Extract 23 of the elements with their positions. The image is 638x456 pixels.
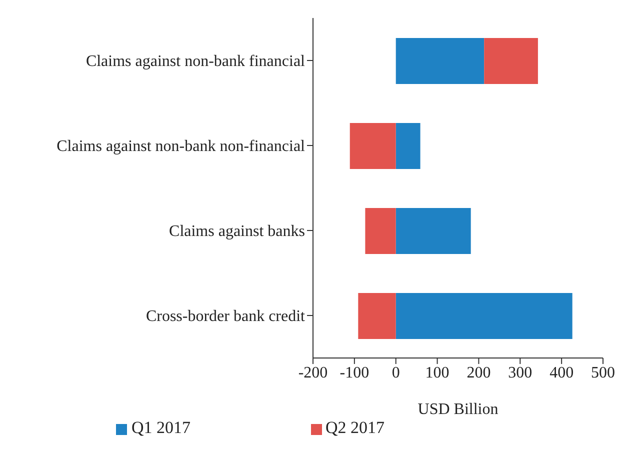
bar [396,293,572,339]
y-tick-label: Cross-border bank credit [146,308,306,326]
x-tick-label: 300 [508,364,532,382]
bar [396,208,471,254]
x-tick-label: 400 [550,364,574,382]
y-tick-label: Claims against banks [169,223,305,240]
legend-label: Q2 2017 [326,418,385,437]
bar [396,38,484,84]
x-tick-label: -200 [298,364,328,382]
x-tick-label: 0 [392,364,400,382]
x-axis-title: USD Billion [418,401,498,418]
bar [396,123,420,169]
legend-label: Q1 2017 [131,418,190,437]
x-tick-label: 100 [425,364,450,382]
y-tick-label: Claims against non-bank financial [86,53,306,70]
bar [350,123,396,169]
bar [484,38,538,84]
y-tick-label: Claims against non-bank non-financial [56,138,306,156]
x-tick-label: -100 [340,364,370,382]
bar [358,293,396,339]
bar [365,208,396,254]
x-tick-label: 200 [466,364,491,382]
x-tick-label: 500 [591,364,615,382]
